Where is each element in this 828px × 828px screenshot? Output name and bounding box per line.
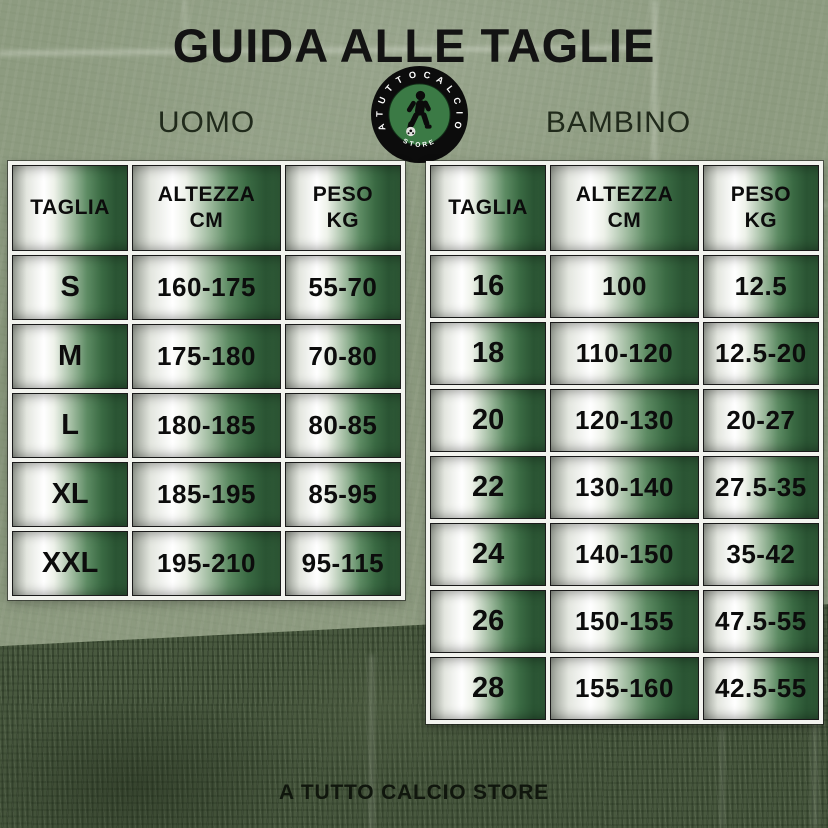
column-header: TAGLIA xyxy=(12,165,129,251)
soccer-ball-icon xyxy=(406,126,416,137)
value-cell: 100 xyxy=(550,255,699,318)
size-cell: M xyxy=(12,324,129,389)
value-cell: 195-210 xyxy=(132,531,281,596)
value-cell: 12.5 xyxy=(702,255,819,318)
value-cell: 35-42 xyxy=(702,523,819,586)
size-table-uomo: TAGLIA ALTEZZA CM PESO KG S 160-175 55-70 M 175… xyxy=(8,161,405,600)
value-cell: 185-195 xyxy=(132,462,281,527)
value-cell: 42.5-55 xyxy=(702,657,819,720)
column-header: ALTEZZA CM xyxy=(550,165,699,251)
column-header: TAGLIA xyxy=(430,165,547,251)
logo-bottom-text: STORE xyxy=(402,138,437,149)
column-header: PESO KG xyxy=(284,165,401,251)
size-cell: 28 xyxy=(430,657,547,720)
value-cell: 175-180 xyxy=(132,324,281,389)
size-cell: XL xyxy=(12,462,129,527)
value-cell: 27.5-35 xyxy=(702,456,819,519)
soccer-player-icon xyxy=(406,90,432,131)
value-cell: 155-160 xyxy=(550,657,699,720)
value-cell: 70-80 xyxy=(284,324,401,389)
size-cell: 22 xyxy=(430,456,547,519)
column-header: PESO KG xyxy=(702,165,819,251)
size-cell: 18 xyxy=(430,322,547,385)
size-cell: S xyxy=(12,255,129,320)
value-cell: 20-27 xyxy=(702,389,819,452)
value-cell: 180-185 xyxy=(132,393,281,458)
value-cell: 160-175 xyxy=(132,255,281,320)
value-cell: 110-120 xyxy=(550,322,699,385)
value-cell: 55-70 xyxy=(284,255,401,320)
section-label-bambino: BAMBINO xyxy=(545,106,692,139)
size-cell: XXL xyxy=(12,531,129,596)
size-table-bambino: TAGLIA ALTEZZA CM PESO KG 16 100 12.5 18 110-12… xyxy=(426,161,823,724)
size-cell: 16 xyxy=(430,255,547,318)
size-cell: 24 xyxy=(430,523,547,586)
page-title: GUIDA ALLE TAGLIE xyxy=(172,19,656,72)
value-cell: 140-150 xyxy=(550,523,699,586)
value-cell: 85-95 xyxy=(284,462,401,527)
store-logo: A T U T T O C A L C I O STORE xyxy=(371,66,468,163)
value-cell: 12.5-20 xyxy=(702,322,819,385)
value-cell: 130-140 xyxy=(550,456,699,519)
value-cell: 95-115 xyxy=(284,531,401,596)
size-cell: L xyxy=(12,393,129,458)
value-cell: 150-155 xyxy=(550,590,699,653)
section-label-uomo: UOMO xyxy=(157,106,256,139)
value-cell: 47.5-55 xyxy=(702,590,819,653)
size-cell: 20 xyxy=(430,389,547,452)
value-cell: 120-130 xyxy=(550,389,699,452)
value-cell: 80-85 xyxy=(284,393,401,458)
column-header: ALTEZZA CM xyxy=(132,165,281,251)
footer-store-name: A TUTTO CALCIO STORE xyxy=(279,781,549,804)
size-cell: 26 xyxy=(430,590,547,653)
